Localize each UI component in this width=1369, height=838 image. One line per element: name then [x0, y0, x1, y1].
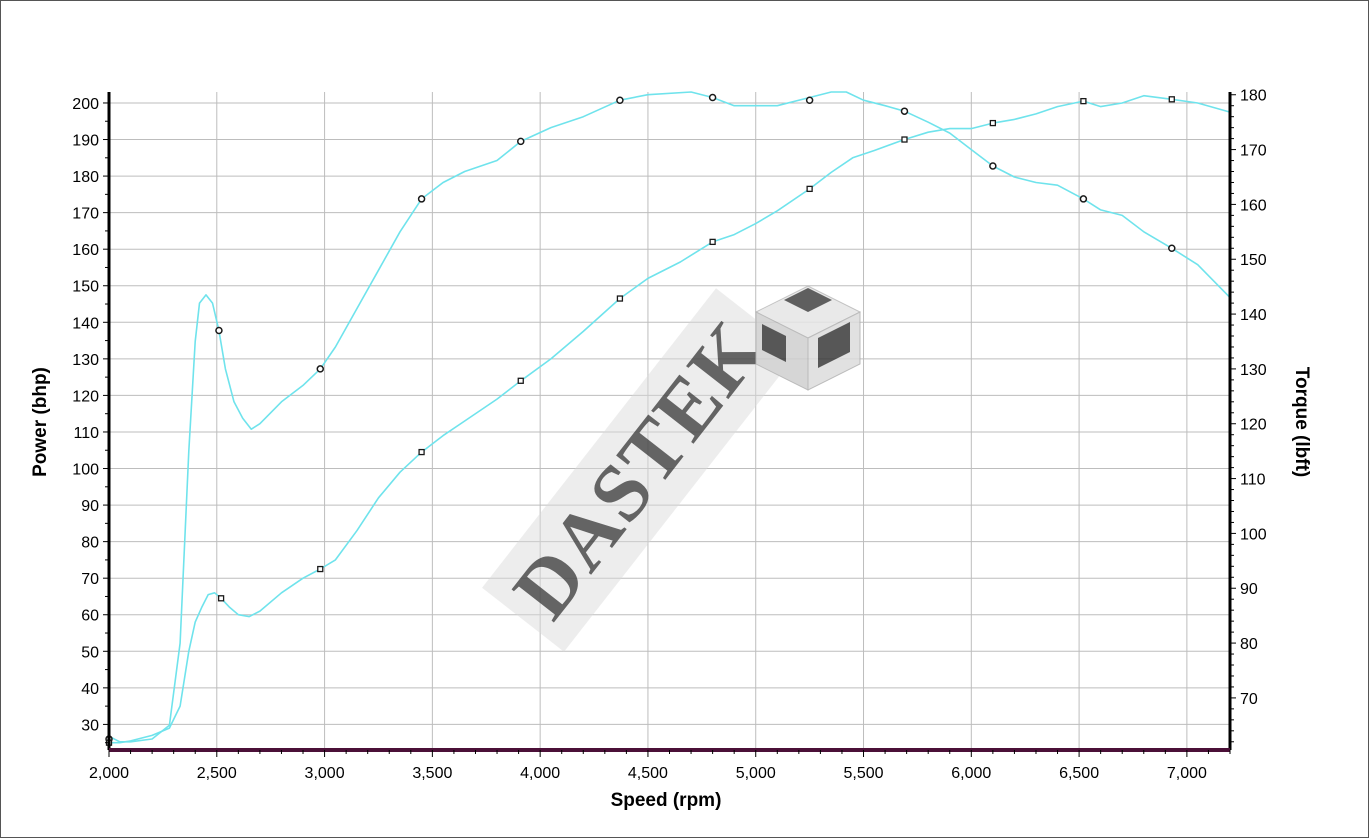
torque-marker [1079, 195, 1088, 203]
x-tick-label: 7,000 [1167, 765, 1207, 782]
y-tick-label-left: 130 [72, 352, 99, 369]
torque-marker [417, 195, 426, 203]
y-tick-label-left: 120 [72, 388, 99, 405]
y-tick-label-left: 110 [73, 425, 99, 442]
y-tick-label-left: 190 [72, 133, 99, 150]
y-tick-label-left: 70 [81, 571, 99, 588]
y-tick-label-left: 170 [72, 206, 99, 223]
torque-marker [316, 365, 325, 373]
y-tick-label-right: 180 [1240, 88, 1267, 105]
watermark-text: DASTEK [495, 303, 782, 634]
torque-marker [616, 96, 624, 104]
y-tick-label-left: 50 [81, 644, 99, 661]
y-tick-label-left: 150 [72, 279, 99, 296]
torque-marker [900, 107, 909, 115]
x-tick-label: 2,500 [197, 765, 237, 782]
torque-marker [517, 137, 525, 146]
x-tick-label: 2,000 [89, 765, 129, 782]
y-tick-label-left: 100 [72, 462, 99, 479]
x-tick-label: 5,000 [736, 765, 776, 782]
power-marker [901, 136, 908, 143]
y-tick-label-left: 180 [72, 169, 99, 186]
torque-marker [215, 326, 223, 335]
power-marker [1168, 96, 1175, 103]
power-marker [989, 119, 997, 127]
y-tick-label-left: 200 [72, 96, 99, 113]
power-marker [517, 377, 524, 384]
y-tick-label-right: 160 [1240, 197, 1267, 214]
y-axis-title-right: Torque (lbft) [1291, 367, 1312, 477]
x-tick-label: 3,500 [412, 765, 452, 782]
x-tick-label: 4,500 [628, 765, 668, 782]
power-marker [806, 185, 813, 193]
y-tick-label-right: 150 [1240, 252, 1267, 269]
y-tick-label-left: 140 [72, 315, 99, 332]
y-tick-label-left: 40 [81, 681, 99, 698]
x-tick-label: 3,000 [305, 765, 345, 782]
power-marker [709, 238, 716, 246]
torque-curve [108, 91, 1231, 743]
y-tick-label-right: 130 [1240, 362, 1267, 379]
x-tick-label: 6,500 [1059, 765, 1099, 782]
y-tick-label-right: 80 [1240, 636, 1258, 653]
power-curve [109, 94, 1231, 744]
y-axis-title-left: Power (bhp) [30, 367, 51, 477]
axes [103, 92, 1236, 757]
x-axis-title: Speed (rpm) [611, 790, 722, 811]
y-tick-label-left: 30 [81, 717, 99, 734]
x-tick-label: 6,000 [951, 765, 991, 782]
y-tick-label-right: 90 [1240, 581, 1258, 598]
y-tick-label-right: 170 [1240, 143, 1267, 160]
y-tick-label-right: 140 [1240, 307, 1267, 324]
y-tick-label-left: 160 [72, 242, 99, 259]
torque-marker [805, 96, 814, 104]
cube-icon [754, 285, 862, 391]
curves [108, 91, 1231, 744]
y-tick-label-right: 110 [1240, 472, 1266, 489]
y-tick-label-left: 60 [81, 608, 99, 625]
torque-marker [989, 162, 997, 170]
y-tick-label-left: 90 [81, 498, 99, 515]
y-tick-label-left: 80 [81, 535, 99, 552]
power-marker [1080, 97, 1087, 105]
point-markers [105, 93, 1176, 746]
tick-labels: 2,000 2,500 3,000 3,500 4,000 4,500 5,000 5,500… [72, 88, 1267, 782]
y-tick-label-right: 100 [1240, 526, 1267, 543]
torque-marker [708, 93, 717, 102]
power-marker [418, 448, 425, 456]
power-marker [317, 565, 324, 573]
x-tick-label: 5,500 [843, 765, 883, 782]
power-marker [616, 295, 624, 302]
y-tick-label-right: 70 [1240, 691, 1258, 708]
x-tick-label: 4,000 [520, 765, 560, 782]
torque-marker [1168, 244, 1176, 253]
power-marker [217, 595, 225, 602]
y-tick-label-right: 120 [1240, 417, 1267, 434]
